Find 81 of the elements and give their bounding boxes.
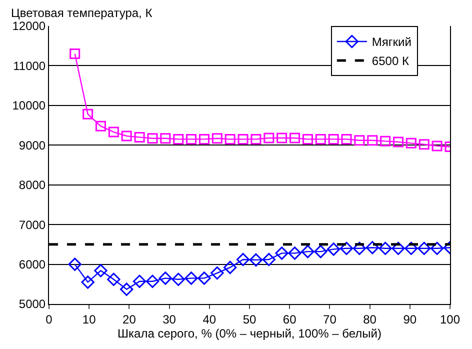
point (120, 282, 134, 296)
point (121, 130, 132, 142)
legend-label: 6500 К (372, 54, 409, 68)
point (264, 132, 274, 144)
point (198, 134, 210, 144)
point (94, 264, 108, 278)
point (378, 242, 392, 255)
x-tick-label: 30 (162, 312, 176, 326)
point (341, 134, 352, 144)
point (223, 260, 237, 274)
point (314, 244, 328, 258)
legend-label: Мягкий (372, 35, 412, 50)
point (70, 48, 80, 60)
x-tick-label: 90 (403, 312, 417, 326)
point (340, 242, 354, 255)
point (393, 136, 404, 148)
point (236, 252, 250, 266)
point (288, 246, 302, 260)
y-tick-label: 10000 (12, 98, 46, 113)
y-tick-label: 9000 (18, 138, 46, 152)
point (160, 133, 171, 144)
point (290, 132, 300, 144)
point (158, 272, 172, 285)
y-tick-label: 5000 (18, 297, 46, 312)
point (173, 134, 184, 144)
point (301, 244, 314, 258)
point (147, 133, 158, 144)
point (262, 252, 276, 266)
point (68, 258, 82, 271)
point (132, 274, 146, 288)
point (198, 272, 211, 285)
y-axis-title: Цветовая температура, К (11, 6, 152, 20)
point (95, 120, 106, 132)
point (354, 135, 365, 146)
point (366, 241, 380, 254)
point (432, 140, 442, 152)
point (184, 272, 198, 285)
point (380, 136, 391, 146)
point (81, 276, 94, 289)
x-tick-label: 0 (46, 312, 53, 326)
point (186, 134, 197, 144)
point (108, 126, 119, 138)
point (276, 132, 288, 144)
point (224, 134, 236, 144)
point (430, 242, 444, 255)
point (392, 242, 405, 255)
x-tick-label: 70 (323, 312, 337, 326)
point (134, 132, 145, 142)
x-tick-label: 60 (282, 312, 297, 326)
y-tick-label: 12000 (12, 19, 46, 34)
point (406, 138, 416, 148)
point (418, 139, 430, 150)
point (238, 134, 248, 144)
point (328, 134, 339, 144)
point (367, 135, 378, 146)
y-tick-label: 8000 (18, 178, 46, 192)
x-tick-label: 80 (363, 312, 377, 326)
y-tick-label: 11000 (13, 58, 46, 73)
point (352, 242, 366, 255)
point (326, 242, 340, 256)
point (82, 108, 94, 120)
y-tick-label: 6000 (18, 257, 46, 272)
x-tick-label: 20 (122, 312, 136, 326)
point (275, 246, 288, 260)
x-tick-label: 10 (82, 312, 96, 326)
y-tick-label: 7000 (18, 218, 46, 232)
point (212, 133, 222, 144)
point (249, 253, 263, 267)
point (146, 274, 160, 288)
point (404, 242, 418, 255)
point (302, 134, 313, 144)
point (418, 242, 431, 255)
point (172, 272, 185, 286)
x-tick-label: 40 (202, 312, 216, 326)
x-tick-label: 50 (242, 312, 256, 326)
x-axis-title: Шкала серого, % (0% – черный, 100% – белый) (118, 326, 382, 340)
point (107, 272, 120, 286)
x-tick-label: 100 (440, 312, 460, 326)
point (210, 266, 224, 280)
point (315, 134, 326, 144)
point (250, 134, 262, 144)
